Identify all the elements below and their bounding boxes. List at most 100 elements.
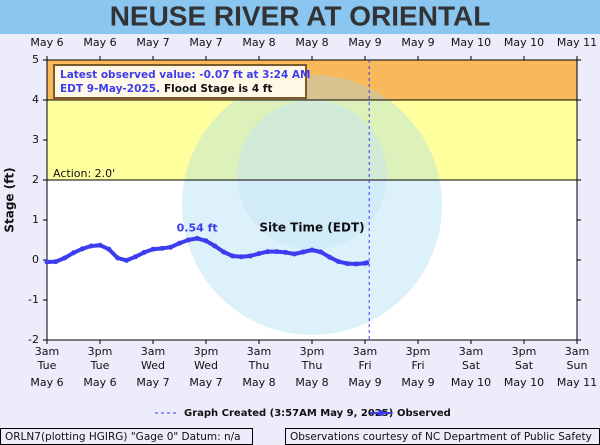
- x-tick-label-day: Wed: [141, 359, 165, 372]
- x-tick-label-day: Sat: [515, 359, 534, 372]
- data-point: [106, 246, 112, 252]
- latest-observed-date: EDT 9-May-2025.: [60, 83, 160, 95]
- x-tick-label-top: May 7: [189, 36, 222, 49]
- data-point: [124, 257, 129, 263]
- threshold-label: Action: 2.0': [53, 167, 115, 180]
- data-point: [221, 249, 227, 255]
- data-point: [71, 250, 76, 256]
- data-point: [194, 235, 200, 241]
- y-tick-label: 5: [32, 53, 39, 66]
- x-tick-label-time: 3pm: [406, 345, 431, 358]
- y-tick-label: -2: [28, 333, 39, 346]
- x-tick-label-date: May 7: [136, 376, 169, 389]
- data-point: [265, 249, 271, 255]
- data-point: [88, 243, 94, 249]
- data-point: [300, 249, 306, 255]
- x-tick-label-top: May 8: [295, 36, 328, 49]
- x-tick-label-time: 3am: [247, 345, 271, 358]
- data-point: [62, 255, 68, 261]
- data-point: [336, 259, 341, 265]
- data-point: [203, 238, 209, 244]
- data-point: [79, 246, 85, 252]
- data-point: [159, 245, 165, 251]
- x-tick-label-top: May 8: [242, 36, 275, 49]
- data-point: [283, 249, 288, 255]
- x-tick-label-time: 3pm: [88, 345, 113, 358]
- data-point: [44, 259, 50, 265]
- data-point: [256, 251, 262, 257]
- y-tick-label: -1: [28, 293, 39, 306]
- x-tick-label-day: Fri: [358, 359, 371, 372]
- x-tick-label-date: May 7: [189, 376, 222, 389]
- y-tick-label: 1: [32, 213, 39, 226]
- x-tick-label-time: 3am: [459, 345, 483, 358]
- x-tick-label-top: May 7: [136, 36, 169, 49]
- title-bar: [0, 0, 600, 34]
- data-point: [344, 261, 350, 267]
- x-tick-label-day: Tue: [37, 359, 57, 372]
- data-point: [274, 249, 280, 255]
- y-tick-label: 3: [32, 133, 39, 146]
- data-point: [141, 249, 147, 255]
- info-box: [53, 64, 307, 99]
- data-point: [132, 254, 138, 260]
- x-tick-label-date: May 8: [295, 376, 328, 389]
- data-point: [212, 243, 218, 249]
- x-tick-label-day: Tue: [90, 359, 110, 372]
- data-point: [309, 247, 315, 253]
- data-point: [327, 254, 333, 260]
- legend-label: Graph Created (3:57AM May 9, 2025): [184, 408, 393, 419]
- x-tick-label-day: Thu: [248, 359, 270, 372]
- x-tick-label-date: May 11: [557, 376, 597, 389]
- x-tick-label-top: May 10: [504, 36, 544, 49]
- x-tick-label-top: May 11: [557, 36, 597, 49]
- data-point: [247, 253, 253, 259]
- x-tick-label-time: 3am: [353, 345, 377, 358]
- x-tick-label-date: May 10: [504, 376, 544, 389]
- footer-left: ORLN7(plotting HGIRG) "Gage 0" Datum: n/…: [5, 431, 241, 443]
- x-axis-title: Site Time (EDT): [259, 221, 364, 235]
- x-tick-label-date: May 6: [83, 376, 116, 389]
- x-tick-label-time: 3am: [565, 345, 589, 358]
- watermark: [237, 100, 387, 250]
- x-tick-label-time: 3am: [141, 345, 165, 358]
- footer-right: Observations courtesy of NC Department o…: [290, 431, 592, 443]
- data-point: [291, 251, 297, 257]
- x-tick-label-day: Thu: [301, 359, 323, 372]
- x-tick-label-date: May 6: [30, 376, 63, 389]
- x-tick-label-day: Wed: [194, 359, 218, 372]
- data-point: [168, 244, 174, 250]
- x-tick-label-date: May 10: [451, 376, 491, 389]
- latest-observed: Latest observed value: -0.07 ft at 3:24 …: [60, 69, 311, 81]
- x-tick-label-date: May 9: [401, 376, 434, 389]
- x-tick-label-top: May 9: [401, 36, 434, 49]
- legend-symbol: [378, 410, 384, 416]
- x-tick-label-top: May 10: [451, 36, 491, 49]
- y-tick-label: 2: [32, 173, 39, 186]
- x-tick-label-date: May 8: [242, 376, 275, 389]
- latest-observed: EDT 9-May-2025. Flood Stage is 4 ft: [60, 83, 272, 95]
- y-tick-label: 0: [32, 253, 39, 266]
- x-tick-label-top: May 6: [30, 36, 63, 49]
- y-axis-title: Stage (ft): [3, 167, 17, 232]
- data-point: [177, 240, 182, 246]
- data-point: [185, 237, 191, 243]
- x-tick-label-day: Sun: [567, 359, 588, 372]
- data-point: [115, 255, 121, 261]
- data-point: [150, 246, 156, 252]
- x-tick-label-top: May 6: [83, 36, 116, 49]
- flood-stage-note: Flood Stage is 4 ft: [164, 83, 272, 95]
- peak-annotation: 0.54 ft: [177, 221, 218, 234]
- x-tick-label-top: May 9: [348, 36, 381, 49]
- data-point: [318, 249, 324, 255]
- x-tick-label-date: May 9: [348, 376, 381, 389]
- y-tick-label: 4: [32, 93, 39, 106]
- data-point: [353, 261, 359, 267]
- x-tick-label-time: 3pm: [300, 345, 325, 358]
- data-point: [364, 260, 370, 266]
- data-point: [53, 259, 59, 265]
- x-tick-label-time: 3pm: [512, 345, 537, 358]
- chart-title: NEUSE RIVER AT ORIENTAL: [110, 0, 491, 31]
